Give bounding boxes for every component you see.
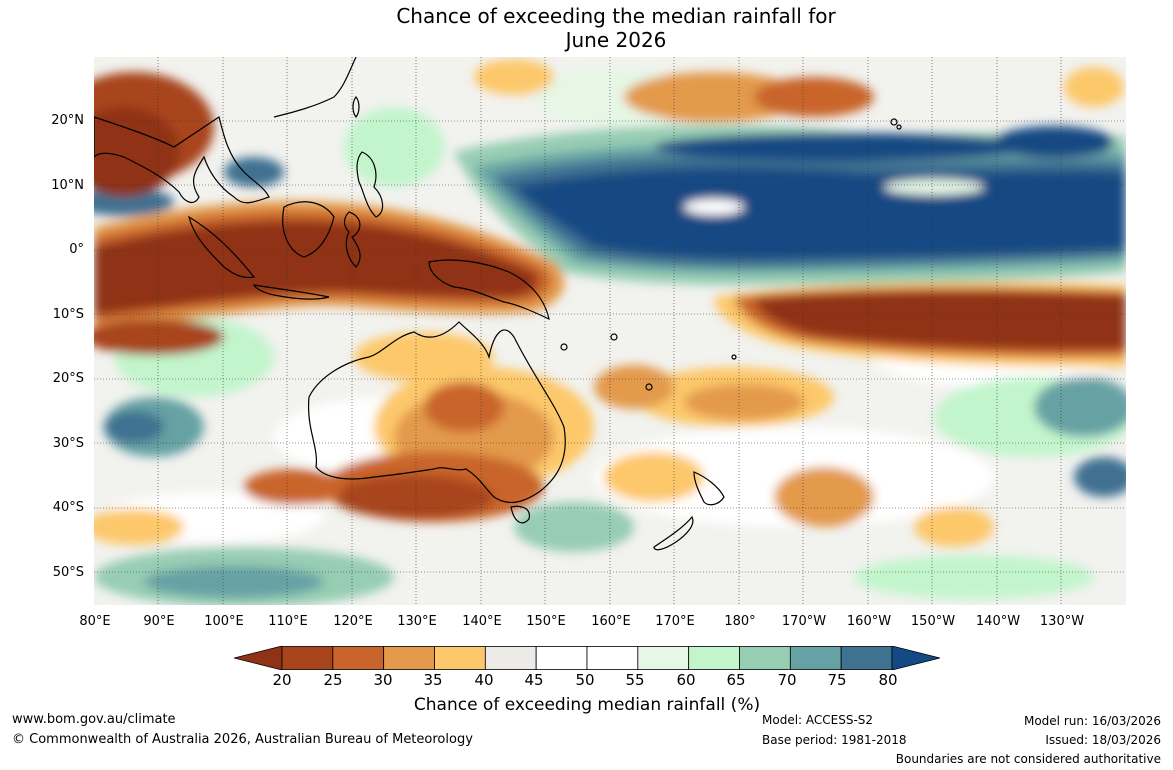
colorbar-tick: 25 [323, 671, 343, 689]
lon-label-170e: 170°E [655, 614, 695, 629]
footer-disclaimer: Boundaries are not considered authoritat… [895, 752, 1161, 766]
colorbar-tick: 30 [373, 671, 393, 689]
colorbar-tick: 70 [777, 671, 797, 689]
colorbar-extend-high [891, 646, 940, 670]
colorbar-tick: 50 [575, 671, 595, 689]
lon-label-150e: 150°E [526, 614, 566, 629]
lon-label-180: 180° [724, 614, 756, 629]
lon-label-160w: 160°W [846, 614, 892, 629]
coastlines [94, 57, 902, 551]
lon-label-150w: 150°W [910, 614, 956, 629]
rainfall-probability-map [94, 57, 1126, 605]
lon-label-120e: 120°E [333, 614, 373, 629]
lon-label-140e: 140°E [462, 614, 502, 629]
colorbar [234, 646, 940, 670]
colorbar-tick: 55 [625, 671, 645, 689]
footer-url[interactable]: www.bom.gov.au/climate [12, 712, 176, 727]
colorbar-tick: 60 [676, 671, 696, 689]
lon-label-90e: 90°E [143, 614, 175, 629]
colorbar-tick: 45 [524, 671, 544, 689]
lon-label-130e: 130°E [397, 614, 437, 629]
lat-label-0: 0° [69, 242, 84, 257]
colorbar-segment [332, 646, 385, 670]
lon-label-80e: 80°E [79, 614, 111, 629]
colorbar-tick: 35 [423, 671, 443, 689]
colorbar-extend-low [234, 646, 283, 670]
colorbar-segment [535, 646, 588, 670]
title-line-2: June 2026 [565, 28, 667, 52]
footer-model-run: Model run: 16/03/2026 [1023, 714, 1161, 728]
lat-label-40s: 40°S [52, 500, 84, 515]
lat-label-10s: 10°S [52, 307, 84, 322]
colorbar-tick: 75 [827, 671, 847, 689]
lon-label-110e: 110°E [268, 614, 308, 629]
colorbar-tick: 65 [726, 671, 746, 689]
colorbar-tick: 40 [474, 671, 494, 689]
lat-label-20n: 20°N [51, 113, 84, 128]
lat-label-10n: 10°N [51, 178, 84, 193]
graticule [94, 57, 1126, 605]
footer-issued: Issued: 18/03/2026 [1045, 733, 1161, 747]
colorbar-segment [688, 646, 740, 670]
colorbar-segment [383, 646, 435, 670]
colorbar-segment [484, 646, 537, 670]
colorbar-segment [789, 646, 842, 670]
lat-label-30s: 30°S [52, 436, 84, 451]
colorbar-title: Chance of exceeding median rainfall (%) [413, 695, 761, 715]
title-line-1: Chance of exceeding the median rainfall … [396, 4, 836, 28]
lat-label-50s: 50°S [52, 565, 84, 580]
colorbar-tick: 20 [272, 671, 292, 689]
lon-label-160e: 160°E [591, 614, 631, 629]
colorbar-segment [434, 646, 486, 670]
lon-label-130w: 130°W [1039, 614, 1085, 629]
map-svg [94, 57, 1126, 605]
colorbar-segment [281, 646, 334, 670]
lat-label-20s: 20°S [52, 371, 84, 386]
lon-label-140w: 140°W [975, 614, 1021, 629]
colorbar-segment [840, 646, 893, 670]
lon-label-170w: 170°W [781, 614, 827, 629]
colorbar-segment [739, 646, 791, 670]
footer-base-period: Base period: 1981-2018 [762, 733, 907, 747]
footer-copyright: © Commonwealth of Australia 2026, Austra… [12, 732, 473, 747]
colorbar-segment [637, 646, 690, 670]
lon-label-100e: 100°E [204, 614, 244, 629]
footer-model: Model: ACCESS-S2 [762, 713, 874, 727]
chart-title: Chance of exceeding the median rainfall … [0, 4, 1173, 52]
colorbar-tick: 80 [878, 671, 898, 689]
colorbar-segment [586, 646, 639, 670]
